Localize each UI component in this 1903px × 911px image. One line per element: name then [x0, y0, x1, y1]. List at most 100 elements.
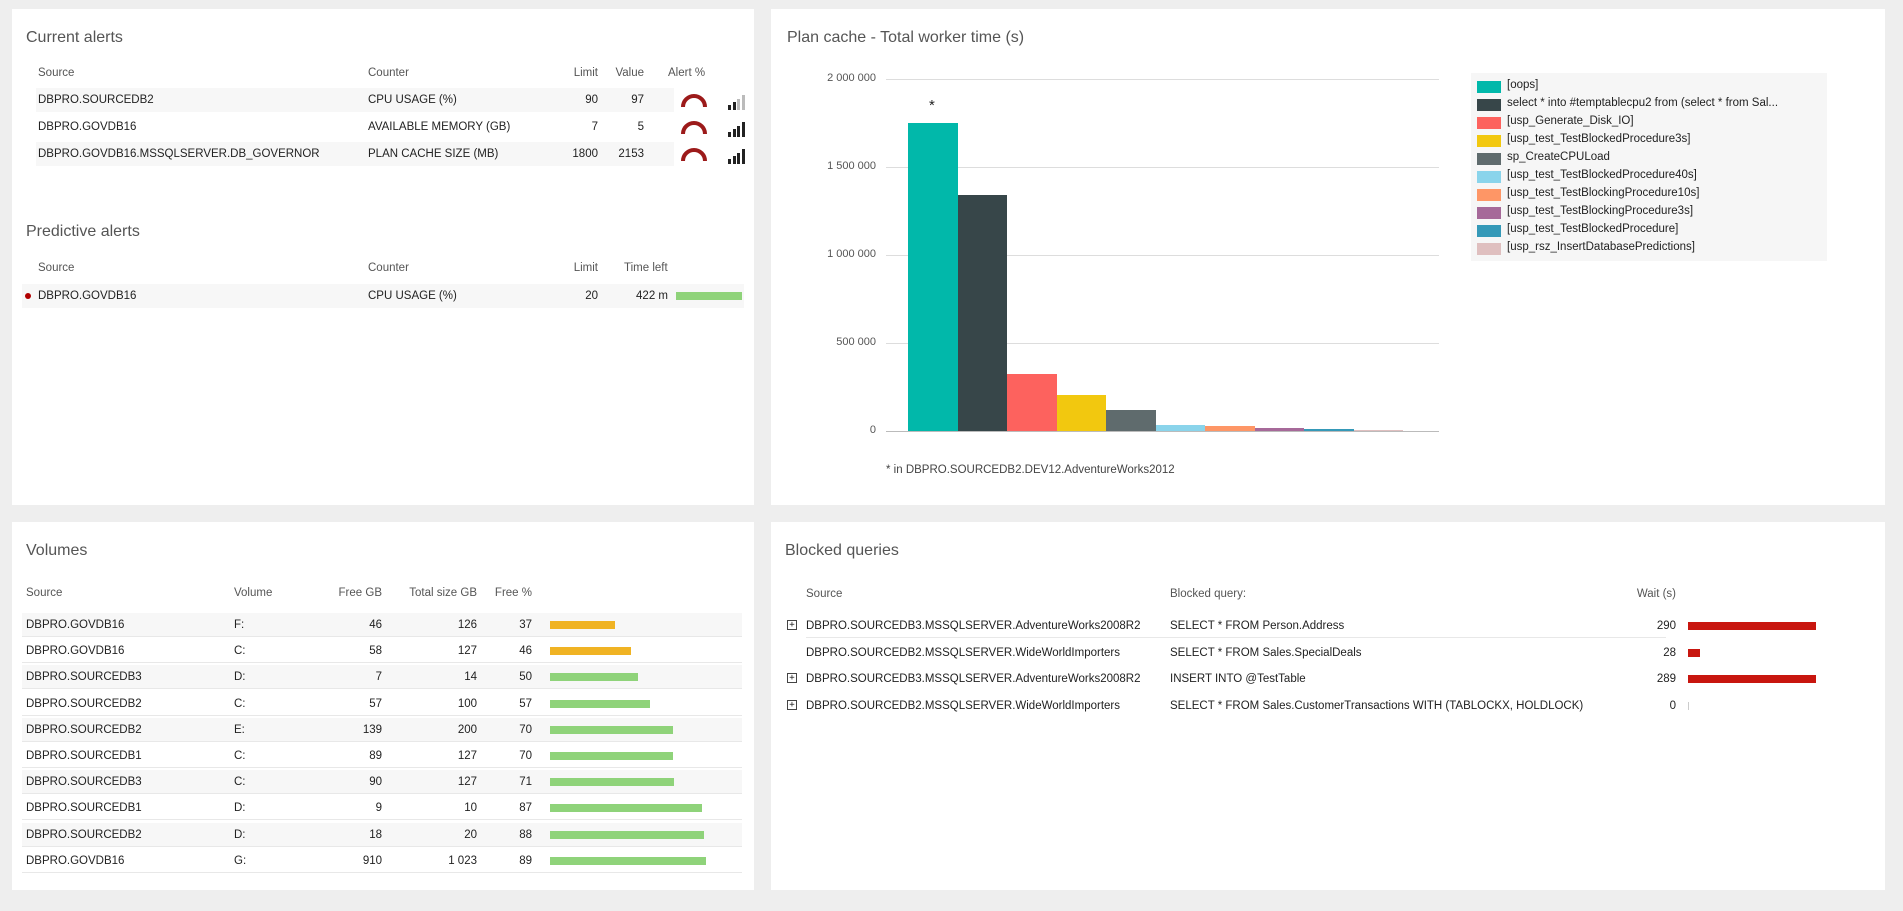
volume-free-gb: 18: [369, 828, 382, 841]
chart-bar[interactable]: [908, 123, 958, 431]
vol-header-total[interactable]: Total size GB: [409, 587, 477, 599]
volume-free-pct: 70: [519, 723, 532, 736]
volume-source: DBPRO.GOVDB16: [26, 645, 125, 658]
volume-letter: C:: [234, 645, 246, 658]
blocked-query-row[interactable]: DBPRO.SOURCEDB2.MSSQLSERVER.WideWorldImp…: [785, 641, 1865, 665]
vol-header-source[interactable]: Source: [26, 587, 63, 599]
chart-bar[interactable]: [1106, 409, 1156, 431]
alert-limit: 7: [591, 121, 598, 133]
predictive-alert-row[interactable]: DBPRO.GOVDB16 CPU USAGE (%) 20 422 m: [22, 284, 744, 308]
ca-header-value[interactable]: Value: [615, 67, 644, 79]
pa-header-source[interactable]: Source: [38, 262, 75, 274]
alert-signal-icon: [728, 147, 746, 164]
volume-source: DBPRO.SOURCEDB2: [26, 723, 142, 736]
volume-letter: D:: [234, 802, 246, 815]
alert-source: DBPRO.GOVDB16.MSSQLSERVER.DB_GOVERNOR: [38, 148, 320, 160]
blocked-query-row[interactable]: + DBPRO.SOURCEDB3.MSSQLSERVER.AdventureWo…: [785, 667, 1865, 691]
volume-row[interactable]: DBPRO.SOURCEDB2 D: 18 20 88: [22, 822, 742, 847]
volume-row[interactable]: DBPRO.GOVDB16 C: 58 127 46: [22, 639, 742, 664]
blocked-query-text: SELECT * FROM Person.Address: [1170, 620, 1345, 632]
pa-header-counter[interactable]: Counter: [368, 262, 409, 274]
volume-letter: G:: [234, 854, 247, 867]
free-pct-bar: [550, 621, 615, 629]
volume-row[interactable]: DBPRO.SOURCEDB3 C: 90 127 71: [22, 770, 742, 795]
volumes-title: Volumes: [26, 542, 88, 559]
pa-header-time-left[interactable]: Time left: [624, 262, 668, 274]
legend-label: [usp_Generate_Disk_IO]: [1507, 115, 1634, 127]
row-divider: [22, 688, 742, 690]
volume-free-gb: 58: [369, 645, 382, 658]
volume-row[interactable]: DBPRO.SOURCEDB3 D: 7 14 50: [22, 665, 742, 690]
volume-row[interactable]: DBPRO.GOVDB16 F: 46 126 37: [22, 613, 742, 637]
ca-header-limit[interactable]: Limit: [573, 67, 598, 79]
chart-bar[interactable]: [1056, 394, 1106, 431]
volume-total-size: 14: [464, 671, 477, 684]
expand-icon[interactable]: +: [787, 620, 797, 630]
pred-time-left: 422 m: [636, 290, 668, 302]
row-divider: [22, 662, 742, 664]
time-left-bar: [676, 292, 742, 300]
current-alert-row[interactable]: DBPRO.GOVDB16.MSSQLSERVER.DB_GOVERNOR PLA…: [36, 142, 745, 166]
volume-free-gb: 57: [369, 697, 382, 710]
pred-limit: 20: [585, 290, 598, 302]
legend-label: [oops]: [1507, 79, 1539, 91]
vol-header-free-pct[interactable]: Free %: [494, 587, 532, 599]
volume-free-pct: 71: [519, 776, 532, 789]
vol-header-volume[interactable]: Volume: [234, 587, 273, 599]
volumes-panel: Volumes Source Volume Free GB Total size…: [12, 522, 754, 890]
volume-letter: E:: [234, 723, 245, 736]
chart-bar[interactable]: [1254, 427, 1304, 431]
expand-icon[interactable]: +: [787, 673, 797, 683]
ca-header-alert-pct[interactable]: Alert %: [668, 67, 706, 79]
volume-row[interactable]: DBPRO.SOURCEDB1 D: 9 10 87: [22, 796, 742, 821]
alert-counter: CPU USAGE (%): [368, 94, 457, 106]
row-divider: [22, 845, 742, 847]
blocked-query-row[interactable]: + DBPRO.SOURCEDB3.MSSQLSERVER.AdventureWo…: [785, 614, 1865, 638]
legend-label: [usp_test_TestBlockedProcedure]: [1507, 223, 1679, 235]
volume-source: DBPRO.GOVDB16: [26, 619, 125, 631]
alert-source: DBPRO.SOURCEDB2: [38, 94, 154, 106]
volume-row[interactable]: DBPRO.GOVDB16 G: 910 1 023 89: [22, 849, 742, 873]
current-alert-row[interactable]: DBPRO.SOURCEDB2 CPU USAGE (%) 90 97: [36, 88, 745, 112]
volume-row[interactable]: DBPRO.SOURCEDB2 E: 139 200 70: [22, 717, 742, 742]
bq-header-query[interactable]: Blocked query:: [1170, 588, 1247, 600]
volume-total-size: 127: [457, 776, 477, 789]
chart-bar[interactable]: [1007, 373, 1057, 431]
y-tick-label: 500 000: [836, 336, 876, 348]
chart-bar[interactable]: [1155, 424, 1205, 431]
row-divider: [22, 636, 742, 637]
volume-total-size: 10: [464, 802, 477, 815]
free-pct-bar: [550, 830, 704, 839]
current-alert-row[interactable]: DBPRO.GOVDB16 AVAILABLE MEMORY (GB) 7 5: [36, 115, 745, 139]
legend-swatch: [1477, 81, 1501, 93]
legend-swatch: [1477, 243, 1501, 255]
ca-header-counter[interactable]: Counter: [368, 67, 409, 79]
chart-bar[interactable]: [1304, 429, 1354, 431]
pa-header-limit[interactable]: Limit: [573, 262, 598, 274]
bq-header-wait[interactable]: Wait (s): [1636, 588, 1676, 600]
volume-row[interactable]: DBPRO.SOURCEDB1 C: 89 127 70: [22, 744, 742, 768]
ca-header-source[interactable]: Source: [38, 67, 75, 79]
gridline: [886, 431, 1439, 432]
blocked-query-text: INSERT INTO @TestTable: [1170, 673, 1306, 685]
blocked-wait: 0: [1669, 699, 1676, 712]
legend-swatch: [1477, 171, 1501, 183]
blocked-wait: 28: [1663, 646, 1676, 659]
volume-source: DBPRO.SOURCEDB1: [26, 750, 142, 762]
vol-header-free-gb[interactable]: Free GB: [338, 587, 382, 599]
volume-free-gb: 910: [362, 854, 382, 867]
gridline: [886, 167, 1439, 168]
alert-value: 5: [637, 121, 644, 133]
volume-total-size: 1 023: [448, 854, 477, 867]
blocked-query-row[interactable]: + DBPRO.SOURCEDB2.MSSQLSERVER.WideWorldIm…: [785, 694, 1865, 718]
chart-bar[interactable]: [1205, 426, 1255, 431]
legend-label: [usp_test_TestBlockingProcedure10s]: [1507, 187, 1700, 199]
volume-row[interactable]: DBPRO.SOURCEDB2 C: 57 100 57: [22, 692, 742, 716]
volume-source: DBPRO.GOVDB16: [26, 854, 125, 867]
bq-header-source[interactable]: Source: [806, 588, 843, 600]
chart-bar[interactable]: [957, 195, 1007, 431]
free-pct-bar: [550, 699, 650, 708]
alert-counter: PLAN CACHE SIZE (MB): [368, 148, 499, 160]
expand-icon[interactable]: +: [787, 699, 797, 710]
chart-bar[interactable]: [1353, 430, 1403, 431]
